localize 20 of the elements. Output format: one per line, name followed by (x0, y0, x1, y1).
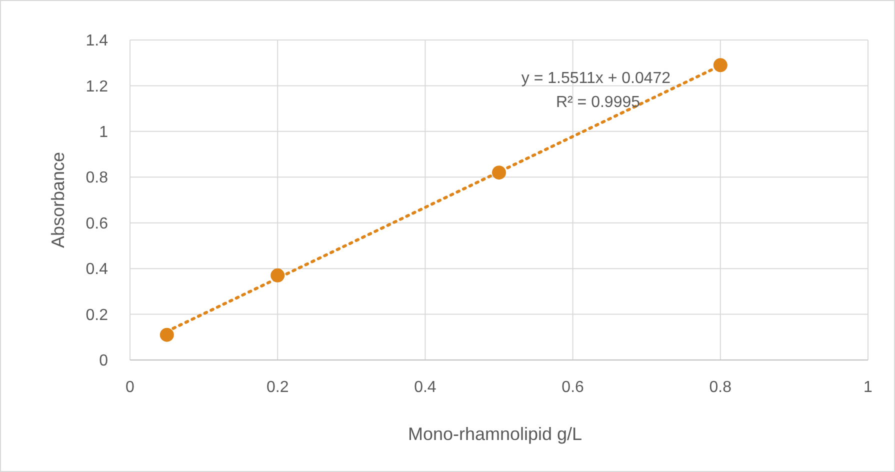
annotation: y = 1.5511x + 0.0472 (521, 70, 671, 87)
y-tick-label: 0.2 (86, 306, 108, 324)
x-tick-label: 1 (864, 379, 873, 396)
x-tick-label: 0 (126, 379, 135, 396)
y-tick-label: 1.2 (86, 78, 108, 96)
point (160, 328, 174, 342)
x-tick-label: 0.2 (266, 379, 289, 396)
annotation: R² = 0.9995 (556, 94, 640, 111)
x-tick-label: 0.6 (562, 379, 584, 396)
y-tick-label: 0.6 (86, 215, 108, 232)
x-axis-title: Mono-rhamnolipid g/L (408, 424, 582, 444)
x-tick-label: 0.4 (414, 379, 436, 396)
x-tick-label: 0.8 (709, 379, 732, 396)
y-axis-title: Absorbance (48, 152, 68, 248)
point (713, 58, 728, 72)
y-tick-label: 1 (99, 124, 108, 142)
y-tick-label: 0.4 (86, 261, 108, 278)
y-tick-label: 1.4 (86, 32, 108, 50)
y-tick-label: 0.8 (86, 170, 108, 187)
y-tick-label: 0 (99, 352, 108, 370)
